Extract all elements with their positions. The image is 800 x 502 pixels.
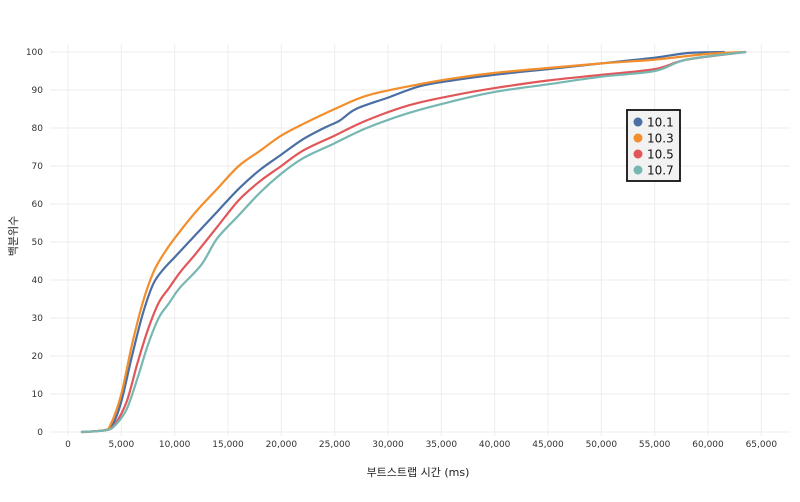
x-tick-label: 25,000 [319,440,351,450]
series-line-10-3 [80,50,747,434]
x-tick-label: 5,000 [108,440,134,450]
x-tick-label: 55,000 [639,440,671,450]
x-axis-ticks: 0 5,000 10,000 15,000 20,000 25,000 30,000 35,0… [65,440,777,450]
legend: 10.1 10.3 10.5 10.7 [626,109,681,182]
x-tick-label: 15,000 [212,440,244,450]
x-tick-label: 50,000 [586,440,618,450]
legend-label-10-5: 10.5 [647,148,674,162]
x-axis-title: 부트스트랩 시간 (ms) [367,466,470,479]
legend-marker-10-5 [633,149,643,159]
y-tick-label: 50 [32,238,44,248]
y-tick-label: 70 [32,162,44,172]
y-tick-label: 0 [37,428,43,438]
x-tick-label: 30,000 [372,440,404,450]
legend-marker-10-7 [633,165,643,175]
legend-label-10-1: 10.1 [647,116,674,130]
y-axis-ticks: 0 10 20 30 40 50 60 70 80 90 100 [26,48,43,438]
y-tick-label: 100 [26,48,43,58]
x-tick-label: 40,000 [479,440,511,450]
x-tick-label: 65,000 [746,440,778,450]
x-tick-label: 45,000 [532,440,564,450]
y-tick-label: 80 [32,124,44,134]
series-line-10-7 [80,50,747,434]
y-tick-label: 20 [32,352,44,362]
y-tick-label: 10 [32,390,44,400]
legend-label-10-3: 10.3 [647,132,674,146]
x-tick-label: 60,000 [692,440,724,450]
series-line-10-5 [80,50,747,434]
legend-marker-10-1 [633,117,643,127]
y-tick-label: 60 [32,200,44,210]
y-tick-label: 40 [32,276,44,286]
legend-marker-10-3 [633,133,643,143]
x-tick-label: 35,000 [426,440,458,450]
x-tick-label: 0 [65,440,71,450]
x-tick-label: 10,000 [159,440,191,450]
y-tick-label: 90 [32,86,44,96]
legend-label-10-7: 10.7 [647,164,674,178]
series-line-10-1 [80,50,726,434]
y-axis-title: 백분위수 [7,216,20,256]
y-tick-label: 30 [32,314,44,324]
x-tick-label: 20,000 [266,440,298,450]
series-lines [80,50,747,434]
